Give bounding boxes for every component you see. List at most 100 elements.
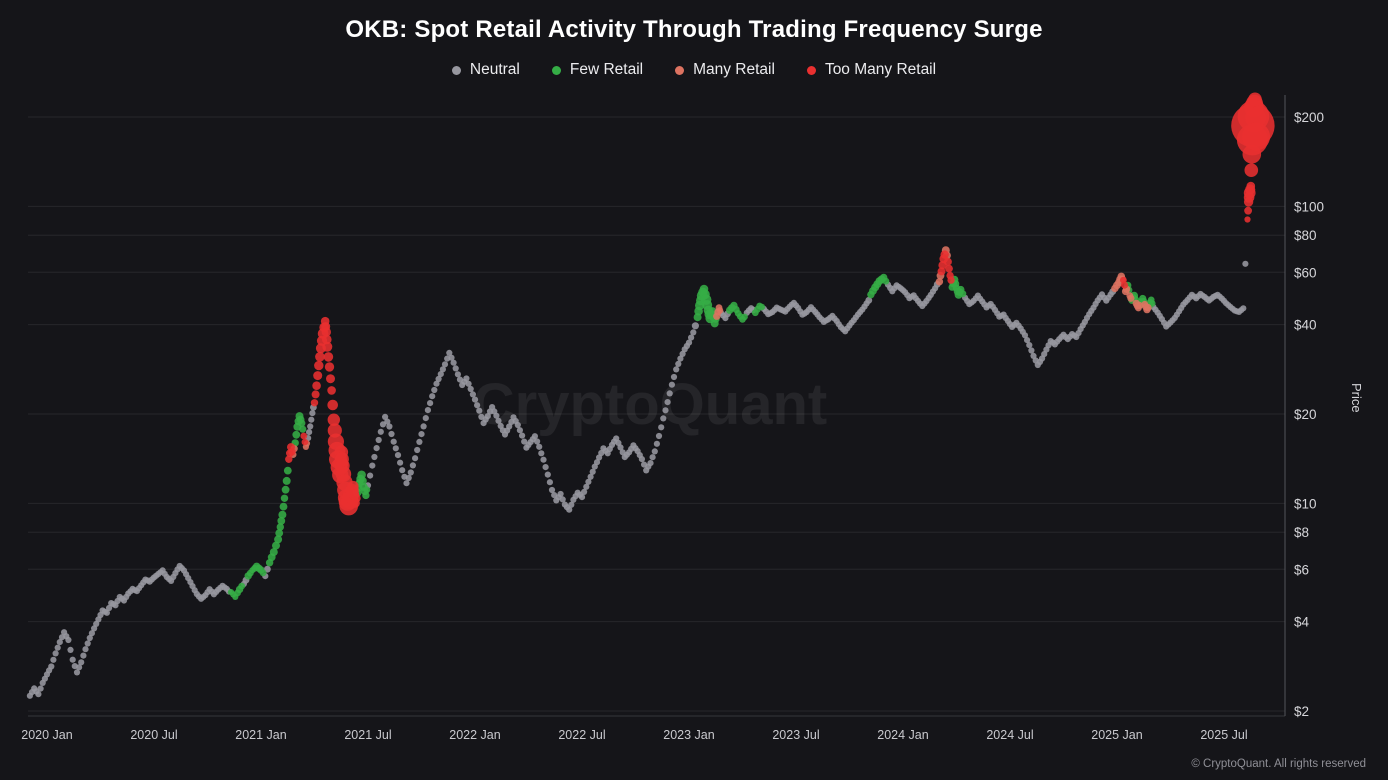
data-point [275, 529, 284, 537]
data-point [282, 476, 291, 485]
data-point [313, 371, 323, 381]
data-point [311, 390, 320, 399]
data-point [69, 656, 76, 663]
data-point [390, 438, 397, 445]
data-point [301, 438, 309, 446]
data-point [1245, 107, 1266, 129]
data-point [943, 257, 952, 266]
data-point [50, 656, 57, 663]
legend-item-too-many-retail[interactable]: Too Many Retail [806, 61, 937, 79]
data-point [441, 361, 449, 368]
data-point [283, 466, 292, 475]
x-tick-label: 2025 Jul [1200, 728, 1247, 742]
data-point [506, 423, 513, 430]
data-point [882, 277, 890, 285]
data-point [660, 415, 667, 422]
data-point [285, 455, 293, 463]
x-tick-label: 2021 Jul [344, 728, 391, 742]
legend-item-label: Neutral [469, 61, 520, 78]
data-point [666, 390, 673, 397]
data-point [407, 469, 414, 476]
data-point [617, 444, 624, 451]
data-point [314, 360, 324, 371]
data-point [638, 456, 646, 463]
data-point [452, 365, 459, 372]
data-point [420, 423, 427, 430]
data-point [409, 462, 416, 469]
data-point [593, 459, 601, 466]
data-point [431, 386, 438, 394]
data-point [675, 360, 682, 367]
data-point [78, 659, 85, 666]
data-point [288, 448, 296, 456]
data-point [433, 380, 440, 387]
legend-item-neutral[interactable]: Neutral [451, 61, 520, 79]
data-point [312, 381, 321, 391]
data-point [274, 535, 283, 544]
data-point [1240, 305, 1247, 312]
data-point [56, 639, 63, 646]
data-point [82, 646, 89, 653]
data-point [521, 438, 528, 445]
data-point [534, 438, 541, 445]
data-point [86, 634, 93, 642]
data-point [429, 393, 436, 400]
data-point [1120, 281, 1129, 289]
data-point [323, 352, 334, 362]
data-point [583, 483, 590, 490]
data-point [1246, 181, 1256, 191]
data-point [691, 322, 700, 330]
data-point [688, 334, 695, 341]
data-point [476, 407, 483, 414]
data-point [315, 352, 325, 362]
data-point [685, 339, 693, 346]
data-point [658, 424, 665, 431]
data-point [369, 462, 376, 469]
data-point [84, 640, 91, 647]
data-point [1144, 303, 1152, 312]
data-point [677, 355, 684, 362]
y-tick-label: $8 [1294, 525, 1309, 540]
data-point [1028, 347, 1035, 354]
data-point [377, 428, 384, 435]
x-tick-label: 2020 Jul [130, 728, 177, 742]
data-point [655, 432, 663, 440]
data-point [519, 432, 526, 439]
data-point [358, 476, 367, 486]
data-point [386, 423, 393, 430]
y-tick-label: $10 [1294, 496, 1317, 511]
data-point [392, 445, 399, 452]
data-point [281, 485, 290, 494]
legend-item-many-retail[interactable]: Many Retail [675, 61, 775, 79]
price-axis-label: Price [1349, 383, 1364, 413]
data-point [540, 456, 547, 463]
data-point [324, 362, 335, 372]
data-point [416, 438, 423, 445]
legend-item-label: Too Many Retail [824, 61, 937, 78]
data-point [106, 604, 113, 612]
data-point [1242, 260, 1249, 267]
data-point [37, 685, 44, 692]
data-point [300, 432, 308, 440]
data-point [73, 669, 81, 676]
data-point [690, 329, 697, 336]
copyright-footer: © CryptoQuant. All rights reserved [1191, 758, 1366, 770]
data-point [546, 479, 554, 486]
data-point [405, 474, 412, 482]
x-tick-label: 2023 Jul [772, 728, 819, 742]
data-point [307, 423, 314, 430]
data-point [467, 385, 474, 393]
data-point [272, 541, 280, 550]
data-point [548, 486, 556, 494]
data-point [373, 445, 380, 452]
data-point [469, 391, 476, 398]
data-point [351, 493, 361, 503]
data-point [587, 473, 594, 480]
data-point [347, 480, 359, 493]
data-point [310, 399, 319, 407]
legend-item-few-retail[interactable]: Few Retail [551, 61, 643, 79]
data-point [382, 413, 389, 420]
y-tick-label: $20 [1294, 407, 1317, 422]
data-point [1021, 332, 1029, 339]
